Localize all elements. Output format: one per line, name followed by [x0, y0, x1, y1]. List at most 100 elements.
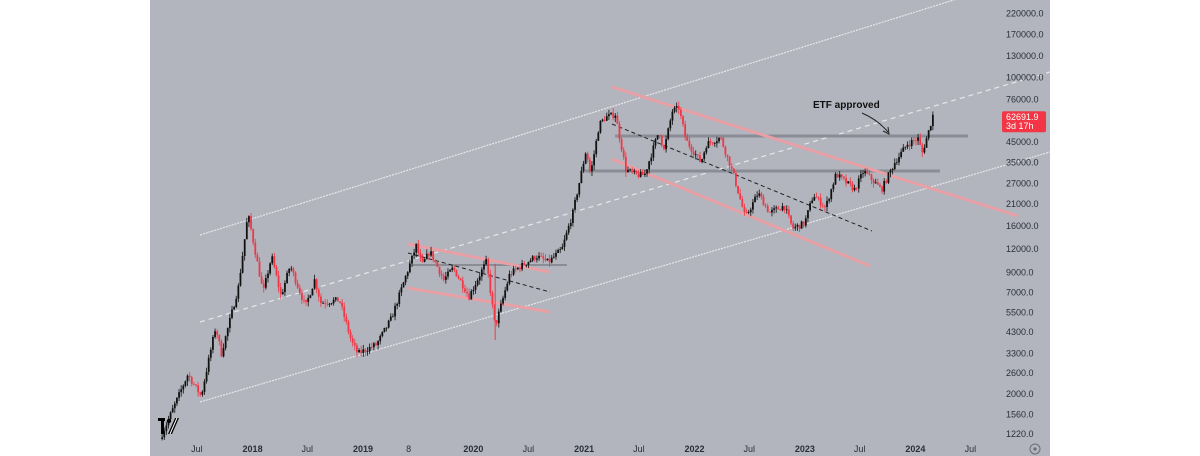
candle-body [787, 209, 790, 216]
candle-body [478, 276, 481, 281]
candle-body [245, 222, 248, 240]
candle-body [322, 302, 324, 304]
candle-body [400, 287, 403, 293]
candle-body [483, 264, 485, 270]
candle-body [705, 148, 708, 153]
candle-body [826, 200, 828, 207]
candle-body [707, 141, 710, 149]
candle-body [768, 211, 771, 213]
candle-body [536, 258, 538, 260]
candle-body [317, 289, 320, 297]
candle-body [881, 186, 883, 192]
candle-body [262, 283, 265, 288]
candle-body [737, 185, 739, 194]
candle-body [165, 425, 168, 432]
candle-body [809, 203, 811, 211]
candle-body [493, 304, 496, 321]
candle-body [834, 173, 837, 185]
x-tick-label: Jul [191, 444, 203, 454]
candle-body [500, 303, 502, 312]
channel-lower-line [199, 151, 1050, 403]
candle-body [243, 239, 246, 256]
candle-body [461, 280, 464, 289]
candle-body [485, 259, 487, 265]
candle-body [593, 154, 595, 166]
candle-body [798, 224, 801, 229]
candle-body [457, 276, 460, 279]
candle-body [178, 392, 180, 398]
candle-body [675, 106, 678, 108]
candle-body [718, 137, 720, 142]
candle-body [917, 137, 919, 141]
candle-body [550, 257, 553, 263]
candle-body [690, 146, 693, 152]
candle-body [237, 285, 240, 299]
candle-body [703, 152, 706, 160]
x-tick-label: Jul [633, 444, 645, 454]
candle-body [300, 292, 303, 300]
candle-body [569, 222, 572, 227]
candle-body [360, 350, 363, 354]
candle-body [220, 341, 223, 357]
chart-area[interactable]: ETF approved 62691.9 3d 17h 220000.0 170000… [150, 0, 1050, 456]
candle-body [351, 338, 354, 343]
candle-body [447, 271, 449, 277]
settings-icon[interactable] [1029, 443, 1041, 455]
candle-body [273, 256, 276, 268]
price-chart[interactable]: ETF approved 62691.93d 17h 220000.0 170000… [150, 0, 1050, 456]
candle-body [487, 259, 490, 274]
candle-body [680, 109, 682, 117]
candle-body [629, 169, 631, 171]
candle-body [258, 261, 261, 277]
candle-body [724, 146, 727, 155]
candle-body [379, 335, 382, 342]
candle-body [819, 197, 822, 206]
candle-body [334, 297, 337, 300]
x-tick-label: Jul [854, 444, 866, 454]
candle-body [542, 256, 545, 259]
candle-body [823, 206, 826, 208]
channel-upper-line [199, 0, 956, 236]
candle-body [540, 255, 543, 257]
channel-2019-lower [407, 286, 551, 314]
candle-body [910, 140, 913, 147]
candle-body [813, 197, 816, 201]
candle-body [591, 165, 593, 172]
candle-body [309, 295, 312, 298]
candle-body [307, 297, 310, 302]
candle-body [489, 273, 492, 293]
candle-body [862, 173, 864, 175]
candle-body [610, 112, 612, 115]
candle-body [851, 183, 854, 191]
candle-body [682, 116, 684, 125]
candle-body [364, 349, 367, 352]
candle-body [464, 288, 466, 292]
candle-body [741, 199, 744, 207]
candle-body [480, 269, 483, 277]
candle-body [588, 159, 591, 172]
candle-body [864, 171, 867, 174]
candle-body [313, 279, 316, 289]
annotation-etf-approved: ETF approved [813, 100, 880, 111]
candle-body [305, 299, 308, 302]
x-tick-label: 2024 [905, 444, 925, 454]
candle-body [677, 106, 680, 110]
candle-body [644, 173, 646, 176]
candle-body [713, 143, 716, 145]
candle-body [574, 199, 576, 210]
candle-body [311, 288, 314, 296]
candle-body [671, 111, 674, 121]
candle-body [667, 128, 670, 140]
candle-body [419, 253, 422, 258]
candle-body [567, 226, 570, 233]
candle-body [764, 205, 767, 207]
candle-body [582, 163, 585, 171]
candle-body [696, 154, 699, 156]
y-tick-label: 27000.0 [1006, 178, 1039, 188]
candle-body [531, 256, 534, 261]
candle-body [320, 296, 322, 304]
x-tick-label: 2022 [685, 444, 705, 454]
candle-body [192, 383, 195, 385]
candle-body [381, 331, 384, 336]
candle-body [250, 216, 252, 230]
